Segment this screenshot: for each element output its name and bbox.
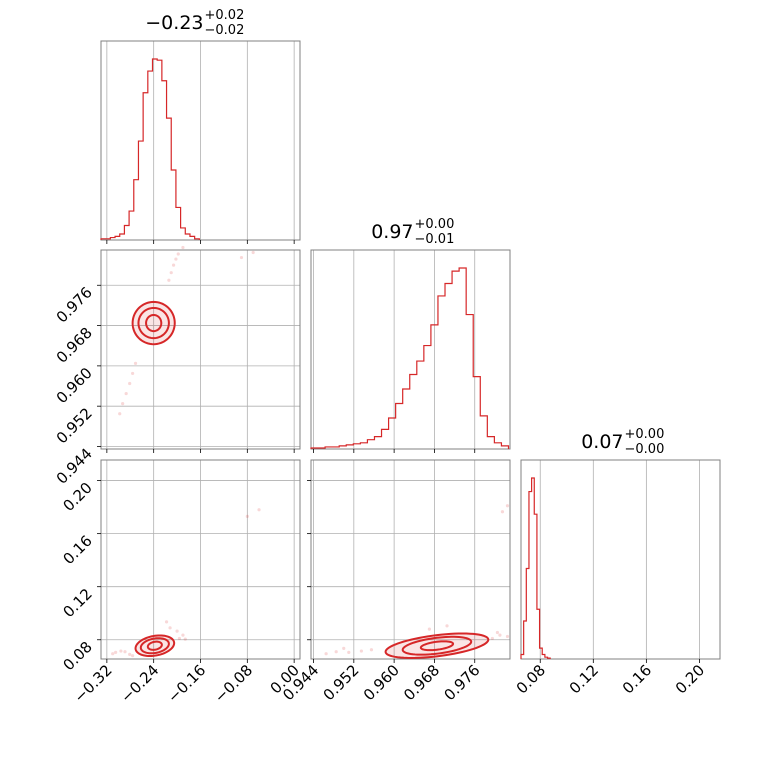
param-2-title-value: 0.07 <box>581 431 623 453</box>
pair-0-2-point-4 <box>111 652 115 656</box>
pair-1-2-point-5 <box>342 646 346 650</box>
param-1-title-upper: +0.00 <box>415 217 455 232</box>
pair-0-2-point-7 <box>175 629 179 633</box>
pair-0-1-point-12 <box>251 250 255 255</box>
pair-0-1-point-7 <box>169 271 173 275</box>
pair-0-1-point-0 <box>118 412 122 416</box>
pair-0-1-yticklabel-1: 0.952 <box>53 404 96 447</box>
pair-0-1-yticklabel-2: 0.960 <box>53 364 96 407</box>
pair-0-1-point-5 <box>133 361 138 365</box>
pair-0-2-point-2 <box>123 650 127 654</box>
diag-2-xticklabel-3: 0.20 <box>672 661 708 697</box>
pair-1-2-point-13 <box>505 504 510 508</box>
pair-0-2-point-13 <box>245 514 249 518</box>
pair-1-2-point-7 <box>498 633 502 637</box>
pair-0-1-point-6 <box>167 278 171 282</box>
pair-0-2-yticklabel-2: 0.16 <box>59 532 95 568</box>
pair-1-2-point-3 <box>369 648 374 652</box>
pair-0-1-point-9 <box>174 257 178 261</box>
param-2-title-upper: +0.00 <box>625 427 665 442</box>
pair-0-1-yticklabel-0: 0.944 <box>53 445 96 488</box>
pair-0-2-contour-1 <box>139 637 170 655</box>
histogram-param-1 <box>310 267 510 449</box>
pair-0-2-point-11 <box>131 654 135 658</box>
pair-1-2-xticklabel-4: 0.976 <box>440 661 483 704</box>
pair-1-2-point-12 <box>500 510 505 514</box>
pair-0-2-contour-0 <box>146 640 163 651</box>
pair-0-1-yticklabel-4: 0.976 <box>53 283 96 326</box>
pair-0-1-point-13 <box>239 255 244 260</box>
param-1-title-lower: −0.01 <box>415 232 455 247</box>
pair-1-2-contour-2 <box>384 632 490 659</box>
diag-2-xticklabel-2: 0.16 <box>619 661 655 697</box>
pair-0-2-point-12 <box>257 508 261 512</box>
pair-0-1-point-10 <box>176 252 180 256</box>
pair-0-2-yticklabel-1: 0.12 <box>59 585 95 621</box>
pair-0-2-yticklabel-0: 0.08 <box>59 638 95 674</box>
pair-0-1-contour-0 <box>145 313 163 333</box>
pair-0-1-yticklabel-3: 0.968 <box>53 324 96 367</box>
pair-0-2-contour-2 <box>134 634 176 658</box>
pair-1-2-point-10 <box>445 624 449 628</box>
histogram-param-2 <box>520 477 551 659</box>
pair-0-2-point-6 <box>181 633 185 637</box>
pair-0-1-point-8 <box>171 263 176 267</box>
pair-0-2-point-8 <box>164 620 169 624</box>
pair-0-2-point-3 <box>128 652 132 656</box>
param-0-title-value: −0.23 <box>145 12 203 34</box>
diag-2-xticklabel-0: 0.08 <box>513 661 549 697</box>
diag-2-frame <box>520 459 721 660</box>
pair-1-2-point-11 <box>427 627 431 631</box>
pair-0-1-point-2 <box>124 391 128 396</box>
pair-1-2-point-6 <box>490 636 494 641</box>
pair-0-1-point-4 <box>131 371 135 376</box>
diag-1-frame <box>310 249 511 450</box>
pair-1-2-xticklabel-3: 0.968 <box>400 661 443 704</box>
pair-0-1-point-11 <box>181 245 185 250</box>
pair-1-2-frame <box>310 459 511 660</box>
pair-1-2-xticklabel-1: 0.952 <box>320 661 363 704</box>
pair-1-2-point-9 <box>495 630 500 635</box>
pair-1-2-xticklabel-2: 0.960 <box>360 661 403 704</box>
diag-2-xticklabel-1: 0.12 <box>566 661 602 697</box>
pair-0-1-point-3 <box>128 381 132 386</box>
pair-1-2-point-8 <box>505 634 510 639</box>
pair-0-2-point-5 <box>177 636 182 641</box>
param-0-title-lower: −0.02 <box>205 23 245 38</box>
pair-1-2-contour-1 <box>401 635 473 656</box>
pair-0-2-point-10 <box>183 637 187 641</box>
pair-0-2-point-9 <box>168 626 172 630</box>
pair-0-1-point-1 <box>121 402 125 406</box>
pair-0-2-xticklabel-2: −0.16 <box>164 661 209 706</box>
histogram-param-0 <box>100 58 200 240</box>
param-1-title-value: 0.97 <box>371 221 413 243</box>
pair-1-2-point-1 <box>347 650 351 654</box>
param-2-title-lower: −0.00 <box>625 442 665 457</box>
pair-0-2-point-0 <box>114 650 118 654</box>
pair-1-2-point-4 <box>324 652 328 656</box>
pair-0-2-xticklabel-3: −0.08 <box>211 661 256 706</box>
pair-0-1-contour-2 <box>131 300 176 346</box>
pair-1-2-point-0 <box>334 650 338 654</box>
pair-0-1-contour-1 <box>137 306 170 340</box>
param-0-title-upper: +0.02 <box>205 8 245 23</box>
pair-1-2-contour-0 <box>419 640 455 652</box>
pair-0-2-xticklabel-1: −0.24 <box>117 661 162 706</box>
pair-0-2-point-1 <box>119 649 123 653</box>
pair-1-2-point-2 <box>359 649 363 653</box>
